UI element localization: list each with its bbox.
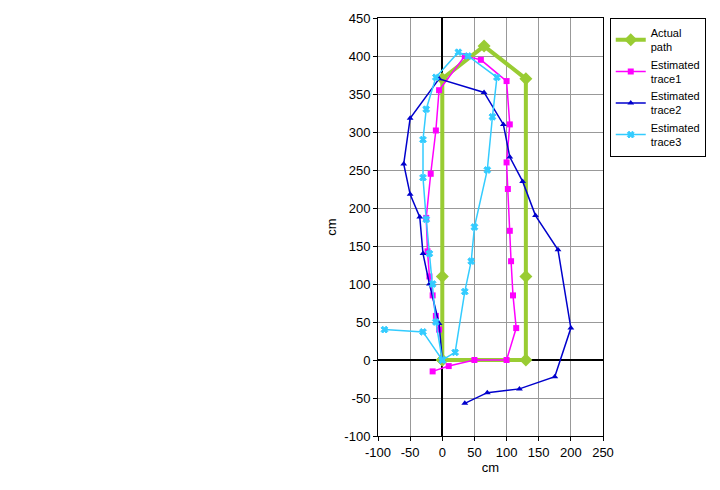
svg-text:Estimatedtrace2: Estimatedtrace2 <box>651 90 700 116</box>
svg-text:50: 50 <box>467 445 481 460</box>
svg-text:Estimatedtrace1: Estimatedtrace1 <box>651 59 700 85</box>
svg-text:0: 0 <box>363 353 370 368</box>
svg-text:200: 200 <box>349 201 371 216</box>
svg-text:100: 100 <box>349 277 371 292</box>
svg-text:400: 400 <box>349 49 371 64</box>
svg-text:0: 0 <box>439 445 446 460</box>
svg-text:250: 250 <box>349 163 371 178</box>
svg-text:150: 150 <box>349 239 371 254</box>
svg-text:250: 250 <box>592 445 614 460</box>
svg-text:Estimatedtrace3: Estimatedtrace3 <box>651 122 700 148</box>
svg-text:cm: cm <box>482 460 499 475</box>
svg-text:-50: -50 <box>401 445 420 460</box>
svg-text:200: 200 <box>560 445 582 460</box>
svg-text:-50: -50 <box>352 391 371 406</box>
svg-text:100: 100 <box>496 445 518 460</box>
svg-text:-100: -100 <box>344 429 370 444</box>
svg-text:cm: cm <box>324 218 339 235</box>
svg-text:450: 450 <box>349 11 371 26</box>
svg-text:350: 350 <box>349 87 371 102</box>
svg-text:50: 50 <box>356 315 370 330</box>
svg-text:-100: -100 <box>365 445 391 460</box>
svg-text:Actualpath: Actualpath <box>651 27 682 53</box>
svg-text:300: 300 <box>349 125 371 140</box>
svg-text:150: 150 <box>528 445 550 460</box>
